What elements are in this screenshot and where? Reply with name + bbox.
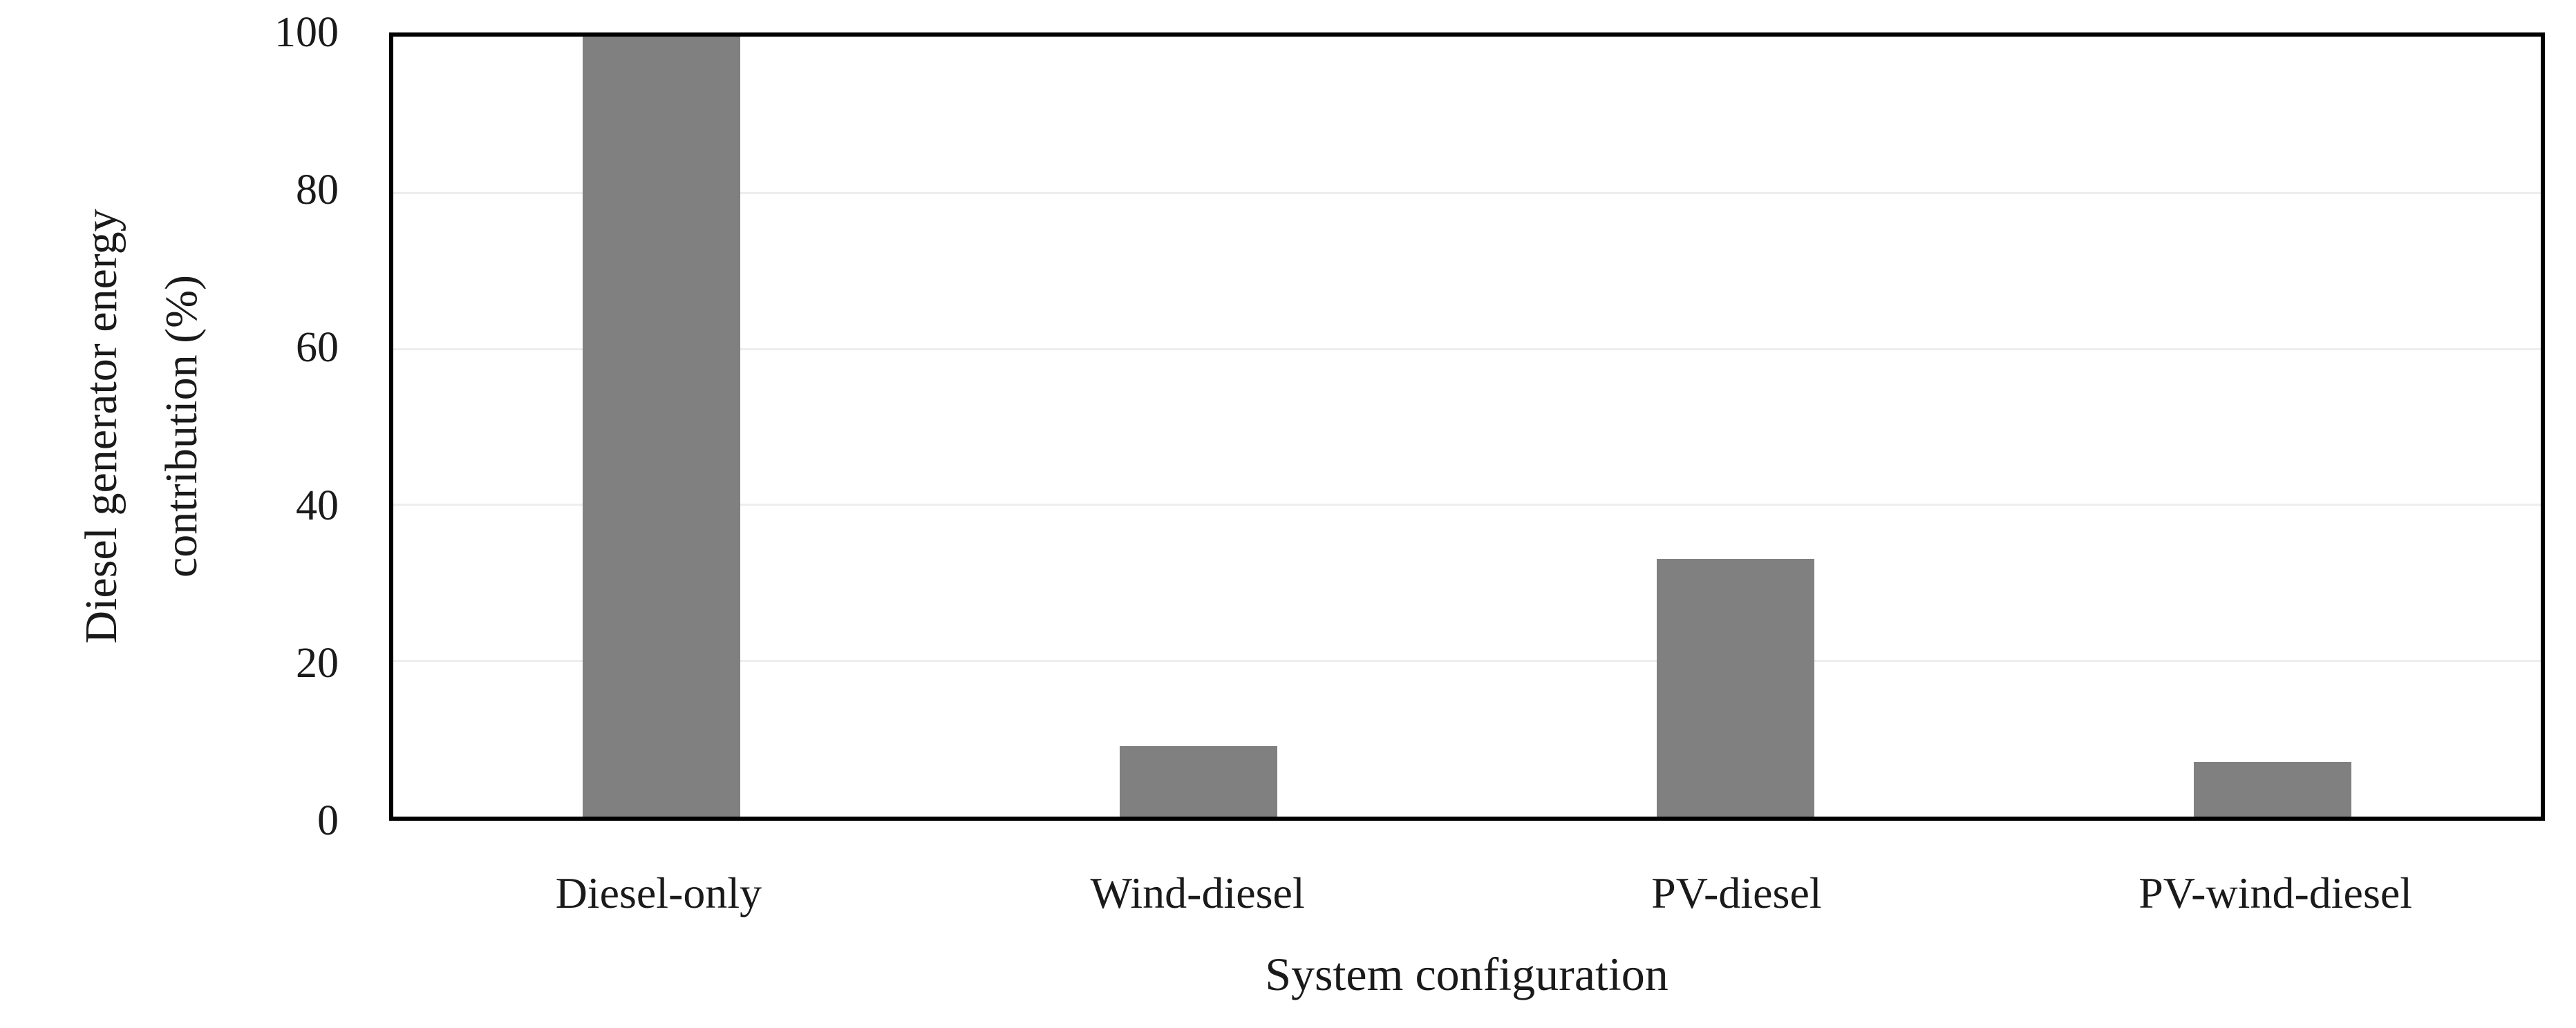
bar-diesel-only bbox=[583, 37, 741, 817]
y-axis-title-line-2: contribution (%) bbox=[156, 274, 207, 578]
bar-wind-diesel bbox=[1120, 746, 1278, 817]
y-tick-label-60: 60 bbox=[296, 324, 339, 372]
gridline-20 bbox=[393, 660, 2541, 663]
y-tick-label-100: 100 bbox=[274, 9, 339, 56]
x-tick-label-pv-wind-diesel: PV-wind-diesel bbox=[2138, 868, 2413, 917]
x-tick-label-pv-diesel: PV-diesel bbox=[1651, 868, 1822, 917]
bar-pv-wind-diesel bbox=[2193, 761, 2351, 817]
y-axis-title-line-1: Diesel generator energy bbox=[76, 209, 126, 644]
plot-area bbox=[389, 32, 2545, 821]
x-tick-label-diesel-only: Diesel-only bbox=[555, 868, 762, 917]
y-tick-label-20: 20 bbox=[296, 639, 339, 687]
y-tick-label-0: 0 bbox=[317, 797, 339, 844]
y-tick-label-40: 40 bbox=[296, 482, 339, 529]
y-axis-title: Diesel generator energy contribution (%) bbox=[62, 12, 222, 841]
gridline-40 bbox=[393, 504, 2541, 506]
bar-pv-diesel bbox=[1656, 559, 1814, 817]
gridline-60 bbox=[393, 348, 2541, 350]
x-axis-title: System configuration bbox=[1265, 948, 1668, 1000]
x-tick-label-wind-diesel: Wind-diesel bbox=[1090, 868, 1305, 917]
gridline-80 bbox=[393, 191, 2541, 194]
y-tick-label-80: 80 bbox=[296, 166, 339, 214]
